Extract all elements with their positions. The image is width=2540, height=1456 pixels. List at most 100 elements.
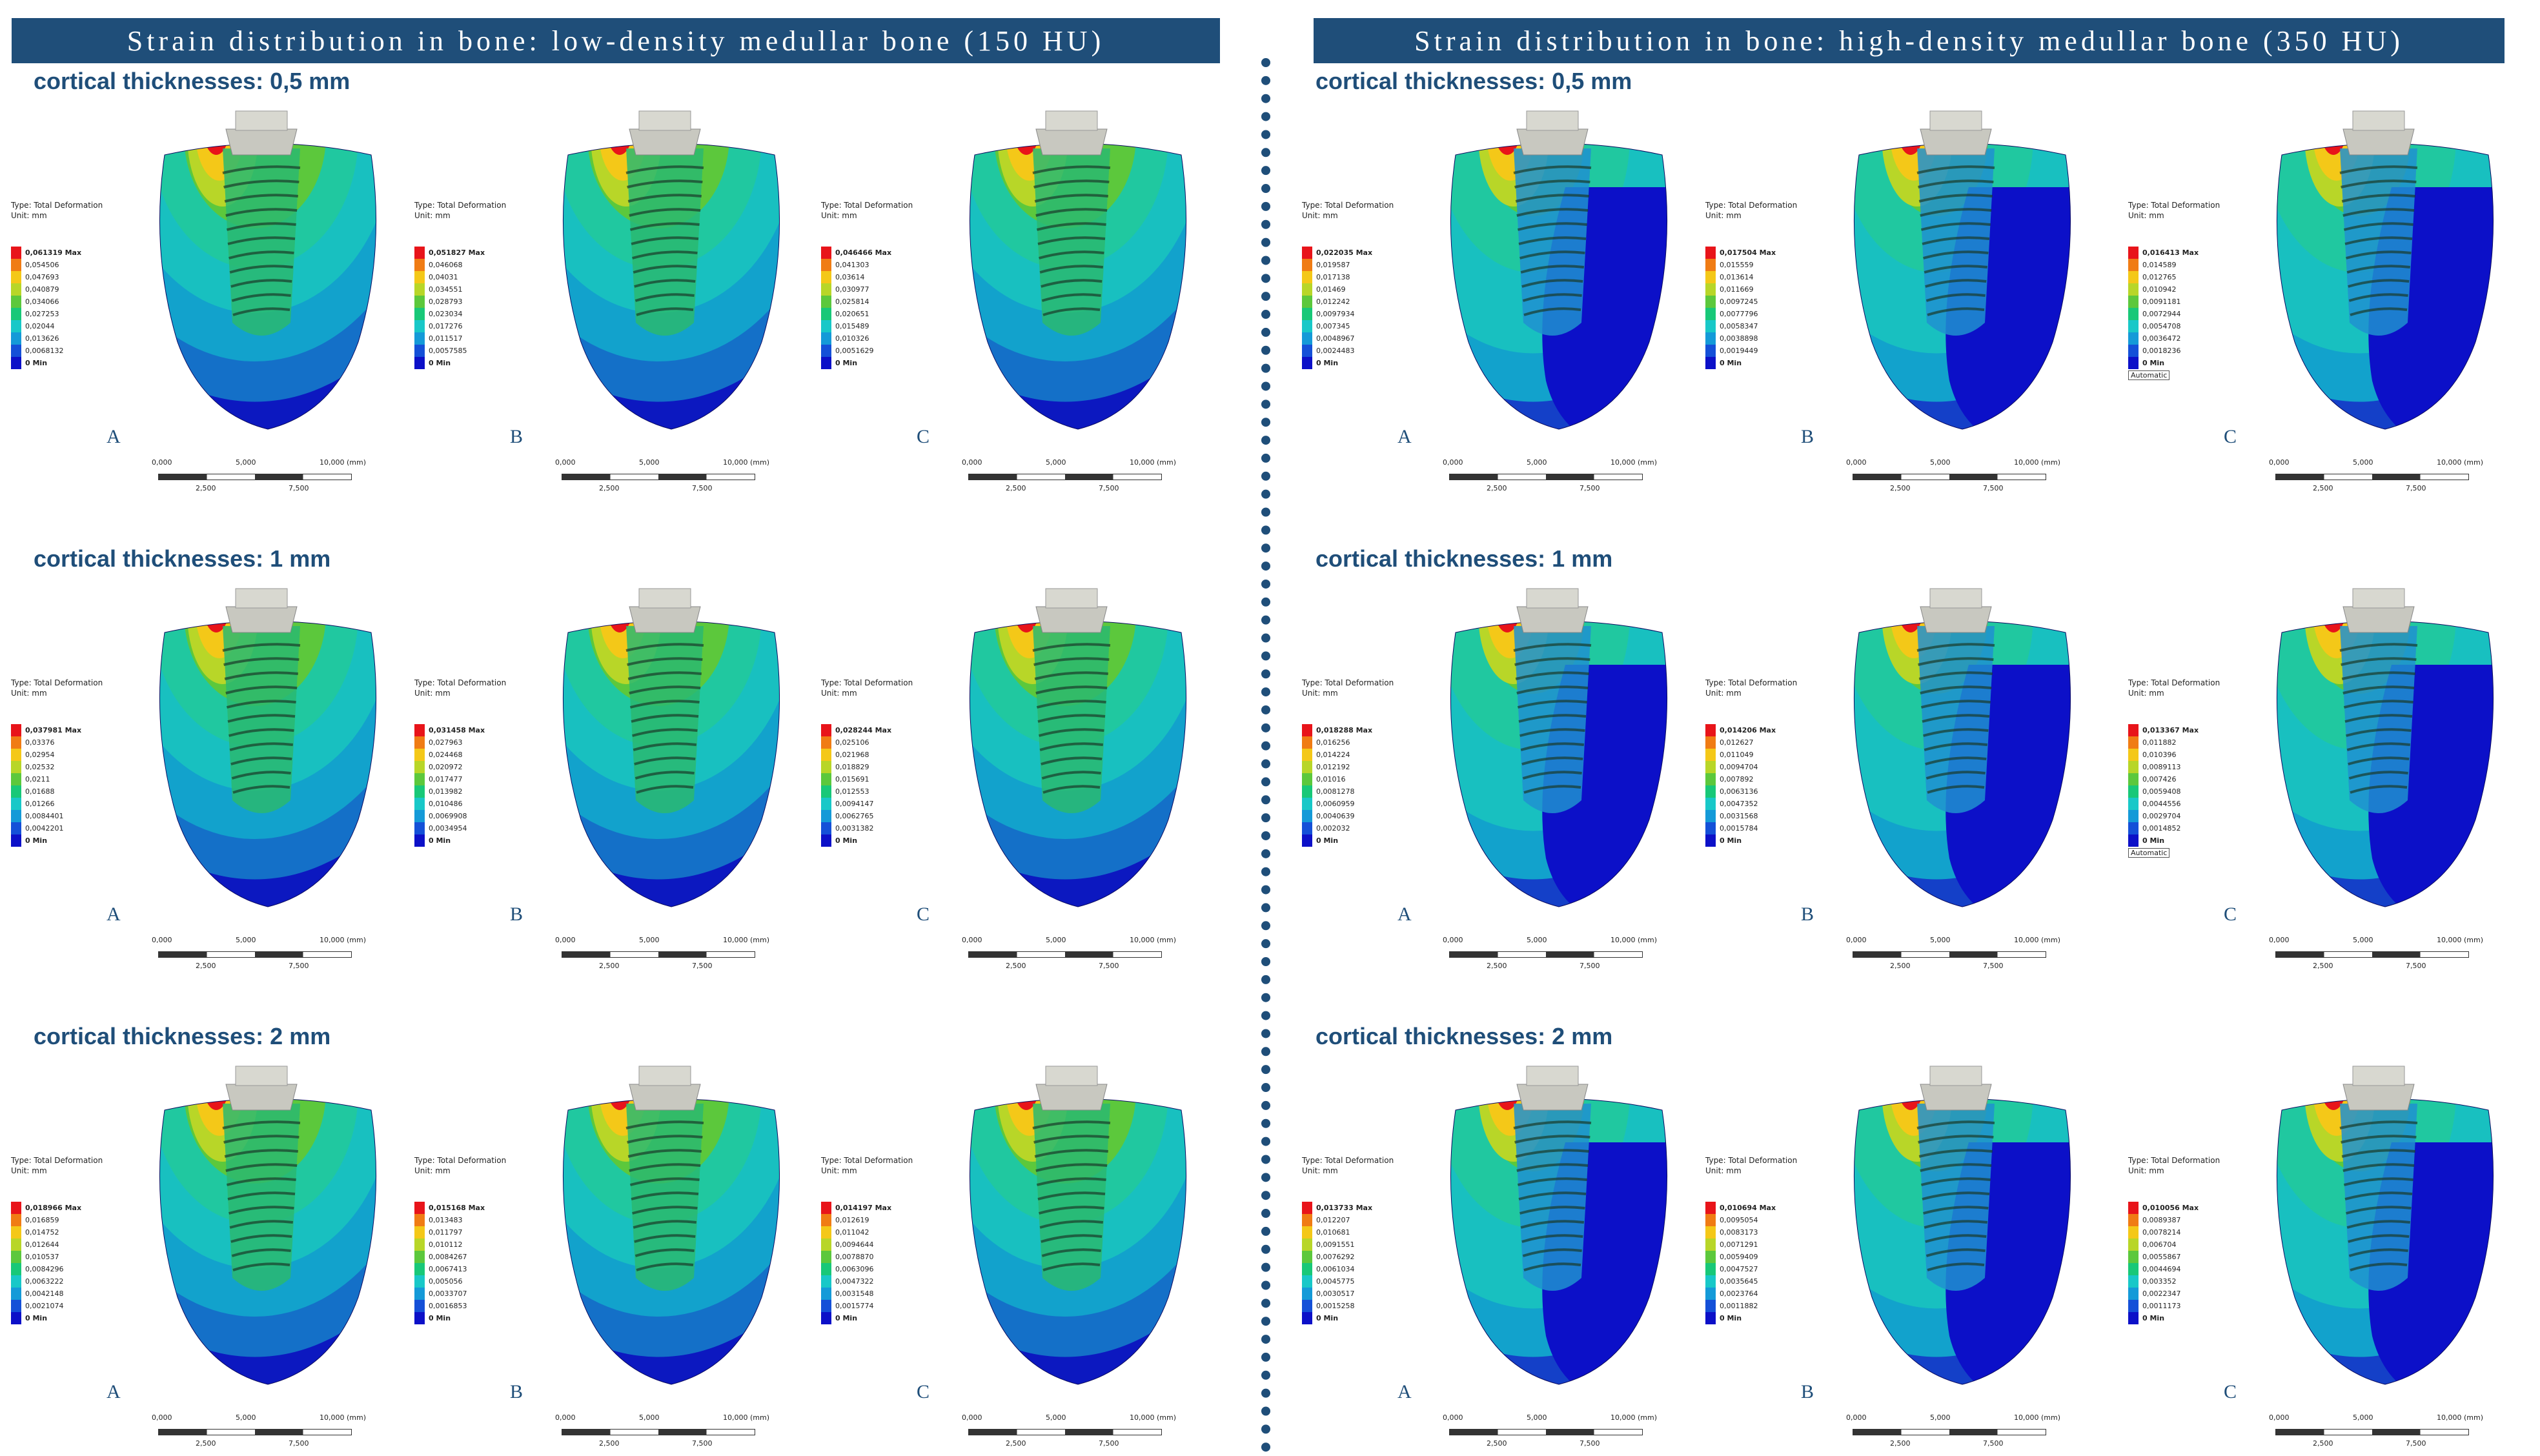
legend-swatch	[821, 736, 831, 749]
legend-value: 0,0094147	[835, 800, 874, 808]
legend-type: Type: Total Deformation	[2128, 201, 2220, 210]
panel-letter: A	[1397, 426, 1412, 447]
scale-label: 5,000	[2353, 936, 2373, 944]
panel-letter: C	[917, 1381, 930, 1402]
scale-label: 0,000	[555, 936, 576, 944]
fea-bone-implant-model	[969, 110, 1187, 430]
legend-swatch	[1302, 1239, 1312, 1251]
legend-value: 0,0015784	[1720, 824, 1758, 833]
scale-label: 10,000 (mm)	[320, 1413, 366, 1422]
legend-value: 0 Min	[429, 359, 451, 367]
legend-swatch	[1302, 822, 1312, 834]
legend-entry: 0,0089113	[2128, 761, 2220, 773]
legend-value: 0,0091181	[2142, 298, 2181, 306]
legend-swatch	[1302, 320, 1312, 332]
legend-value: 0,0042148	[25, 1289, 64, 1298]
legend-value: 0,013614	[1720, 273, 1754, 281]
legend-entry: 0,0094704	[1705, 761, 1797, 773]
legend-value: 0,061319 Max	[25, 248, 82, 257]
legend-min: 0 Min	[1705, 1312, 1797, 1324]
automatic-label: Automatic	[2128, 370, 2170, 380]
deformation-legend: Type: Total Deformation Unit: mm 0,046466 …	[821, 200, 913, 369]
scale-label: 7,500	[289, 962, 309, 970]
legend-swatch	[1302, 1202, 1312, 1214]
legend-swatch	[1302, 259, 1312, 271]
legend-swatch	[821, 761, 831, 773]
legend-entry: 0,0036472	[2128, 332, 2220, 345]
scale-label: 5,000	[236, 458, 256, 467]
legend-value: 0,0011173	[2142, 1302, 2181, 1310]
fea-bone-implant-model	[562, 110, 780, 430]
legend-swatch	[2128, 320, 2139, 332]
legend-unit: Unit: mm	[11, 211, 47, 220]
legend-value: 0,021968	[835, 751, 869, 759]
scale-bar: 0,000 5,000 10,000 (mm) 2,500 7,500	[1443, 458, 1657, 497]
scale-label: 10,000 (mm)	[723, 458, 769, 467]
legend-value: 0,010681	[1316, 1228, 1350, 1237]
legend-value: 0,016859	[25, 1216, 59, 1224]
scale-label: 0,000	[1846, 458, 1867, 467]
legend-max: 0,018288 Max	[1302, 724, 1394, 736]
panel-letter: C	[917, 904, 930, 925]
legend-swatch	[414, 1312, 425, 1324]
legend-value: 0,0047352	[1720, 800, 1758, 808]
legend-entry: 0,010326	[821, 332, 913, 345]
legend-swatch	[821, 1275, 831, 1288]
legend-value: 0,0059408	[2142, 787, 2181, 796]
legend-swatch	[2128, 736, 2139, 749]
scale-label: 10,000 (mm)	[1610, 458, 1657, 467]
scale-label: 0,000	[962, 936, 982, 944]
deformation-legend: Type: Total Deformation Unit: mm 0,051827 …	[414, 200, 506, 369]
panel-letter: B	[510, 904, 523, 925]
scale-label: 7,500	[1580, 484, 1600, 492]
legend-entry: 0,0061034	[1302, 1263, 1394, 1275]
legend-value: 0,02044	[25, 322, 55, 330]
legend-swatch	[2128, 761, 2139, 773]
legend-value: 0 Min	[429, 836, 451, 845]
legend-value: 0,007892	[1720, 775, 1754, 784]
legend-value: 0,0063136	[1720, 787, 1758, 796]
scale-label: 0,000	[152, 936, 172, 944]
legend-swatch	[821, 296, 831, 308]
fea-bone-implant-model	[159, 588, 377, 907]
legend-entry: 0,007892	[1705, 773, 1797, 785]
panel-letter: A	[107, 904, 121, 925]
legend-value: 0,012619	[835, 1216, 869, 1224]
legend-swatch	[821, 1300, 831, 1312]
legend-swatch	[11, 259, 21, 271]
legend-swatch	[1705, 283, 1716, 296]
panel-high-row1-c: Type: Total Deformation Unit: mm 0,016413 …	[2127, 110, 2534, 492]
legend-value: 0,0076292	[1316, 1253, 1355, 1261]
legend-swatch	[821, 259, 831, 271]
legend-value: 0,0044694	[2142, 1265, 2181, 1273]
deformation-legend: Type: Total Deformation Unit: mm 0,017504 …	[1705, 200, 1797, 369]
legend-value: 0,012765	[2142, 273, 2177, 281]
scale-label: 7,500	[1983, 1439, 2004, 1448]
legend-unit: Unit: mm	[414, 689, 451, 698]
scale-bar: 0,000 5,000 10,000 (mm) 2,500 7,500	[1846, 458, 2060, 497]
legend-swatch	[11, 332, 21, 345]
legend-swatch	[821, 1263, 831, 1275]
legend-entry: 0,0059408	[2128, 785, 2220, 798]
scale-label: 0,000	[1846, 1413, 1867, 1422]
legend-entry: 0,0084267	[414, 1251, 506, 1263]
legend-value: 0,010396	[2142, 751, 2177, 759]
legend-value: 0,0081278	[1316, 787, 1355, 796]
scale-label: 0,000	[2269, 1413, 2290, 1422]
panel-letter: B	[510, 426, 523, 447]
fea-bone-implant-model	[562, 588, 780, 907]
legend-value: 0,0084401	[25, 812, 64, 820]
legend-swatch	[1705, 259, 1716, 271]
legend-entry: 0,002032	[1302, 822, 1394, 834]
scale-label: 2,500	[1487, 484, 1507, 492]
legend-swatch	[1705, 761, 1716, 773]
legend-swatch	[1705, 1251, 1716, 1263]
legend-value: 0,0018236	[2142, 347, 2181, 355]
deformation-legend: Type: Total Deformation Unit: mm 0,028244 …	[821, 678, 913, 847]
legend-value: 0,010326	[835, 334, 869, 343]
legend-type: Type: Total Deformation	[414, 201, 507, 210]
legend-value: 0,0015258	[1316, 1302, 1355, 1310]
legend-swatch	[2128, 332, 2139, 345]
legend-min: 0 Min	[1302, 357, 1394, 369]
scale-label: 7,500	[2406, 484, 2426, 492]
